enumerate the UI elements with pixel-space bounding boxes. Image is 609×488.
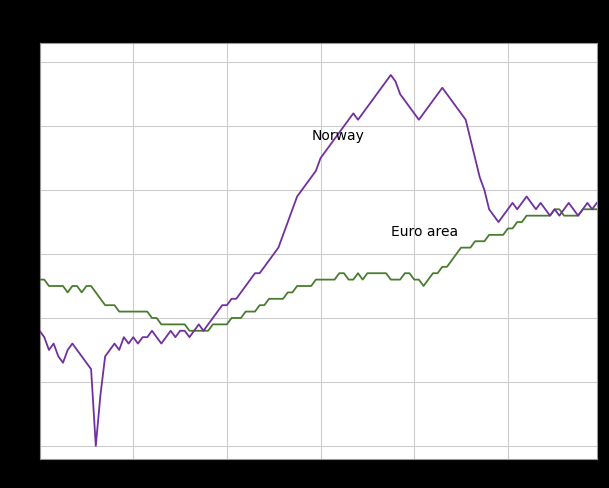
Text: Euro area: Euro area: [391, 224, 458, 238]
Text: Norway: Norway: [311, 129, 364, 142]
